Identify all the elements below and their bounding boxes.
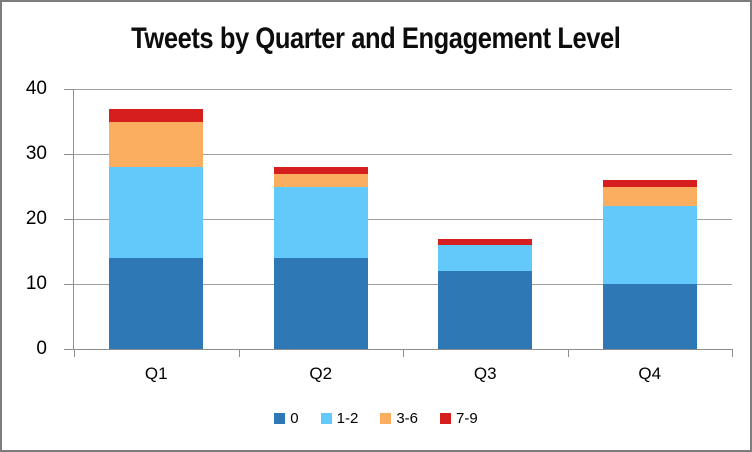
x-axis-label-Q1: Q1 [144,364,168,383]
legend-label: 0 [290,410,299,427]
y-axis-tick [64,219,74,220]
x-axis-label-Q4: Q4 [638,364,662,383]
bar-Q3 [438,89,533,349]
bar-segment-Q3-0 [438,271,533,349]
legend-label: 1-2 [336,410,359,427]
legend-item-3-6: 3-6 [380,411,418,426]
x-axis-tick [74,349,75,357]
bar-Q4 [602,89,697,349]
y-axis-tick [64,349,74,350]
y-axis-tick [64,154,74,155]
y-axis-label: 20 [25,208,47,229]
legend-item-7-9: 7-9 [440,411,478,426]
bar-Q2 [273,89,368,349]
gridline-y-40 [74,89,732,90]
gridline-y-30 [74,154,732,155]
legend-item-0: 0 [274,410,299,427]
bar-segment-Q4-3-6 [602,186,697,206]
legend-swatch-7-9 [440,413,452,424]
y-axis-label: 10 [25,273,47,294]
bar-segment-Q4-1-2 [602,206,697,284]
x-axis-tick [567,349,569,357]
chart-title-text: Tweets by Quarter and Engagement Level [131,22,621,55]
legend-label: 3-6 [396,410,419,427]
y-axis-label: 30 [25,143,47,164]
y-axis-label: 0 [36,338,47,359]
bar-segment-Q1-1-2 [109,167,204,258]
x-axis-tick [238,349,240,357]
bar-segment-Q3-7-9 [438,238,533,245]
bar-segment-Q1-3-6 [109,121,204,167]
bar-segment-Q2-1-2 [273,186,368,258]
x-axis-tick [403,349,404,357]
bar-segment-Q1-7-9 [109,108,204,122]
y-axis-tick [64,284,74,285]
bar-segment-Q1-0 [109,258,204,349]
legend-swatch-1-2 [320,413,332,424]
x-axis-label-Q3: Q3 [473,364,497,383]
bar-segment-Q4-7-9 [602,180,697,187]
bar-segment-Q2-3-6 [273,173,368,187]
chart-title: Tweets by Quarter and Engagement Level [2,22,750,56]
gridline-y-10 [74,284,732,285]
gridline-y-20 [74,219,732,220]
legend: 0 1-2 3-6 7-9 [2,411,750,426]
bar-segment-Q3-1-2 [438,245,533,271]
legend-label: 7-9 [456,410,478,427]
legend-swatch-3-6 [380,413,392,424]
legend-swatch-0 [274,413,286,424]
bar-segment-Q2-7-9 [273,167,368,174]
y-axis-tick [64,89,74,90]
plot-area: 0 10 20 30 40 Q1 Q2 Q3 Q4 [26,79,733,383]
bar-segment-Q2-0 [273,258,368,349]
x-axis-label-Q2: Q2 [309,364,333,383]
bar-segment-Q4-0 [602,284,697,349]
bar-Q1 [109,89,204,349]
x-axis-tick [732,349,733,357]
y-axis-label: 40 [25,78,47,99]
legend-item-1-2: 1-2 [320,410,359,427]
